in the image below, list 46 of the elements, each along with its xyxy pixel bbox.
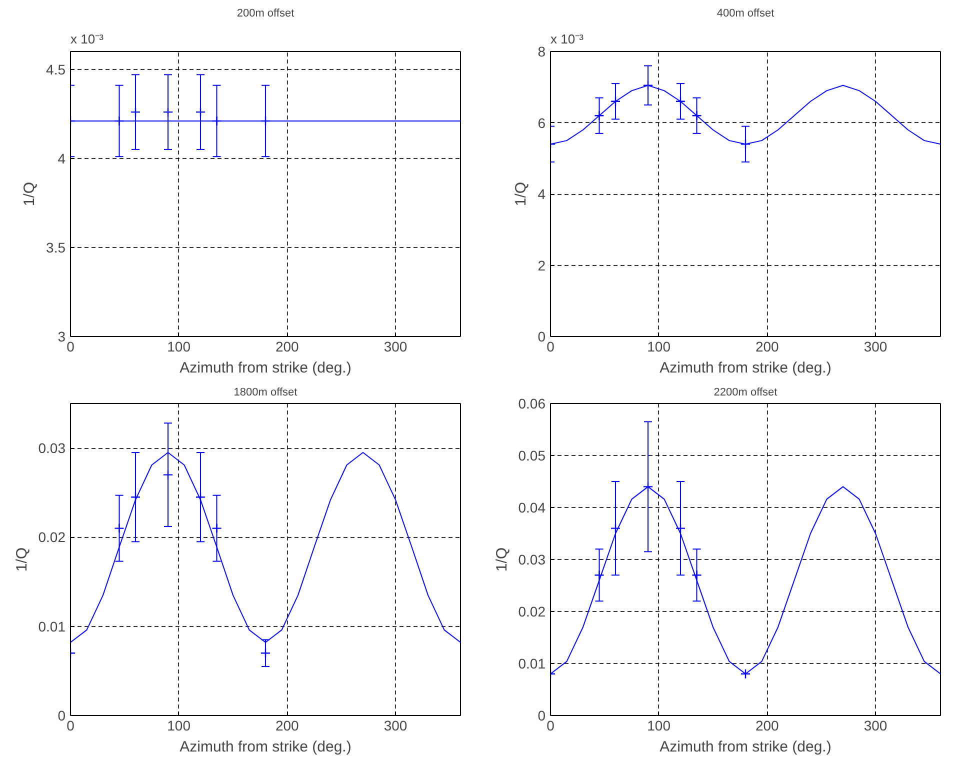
- y-axis-title: 1/Q: [512, 182, 530, 206]
- x-tick-label: 200: [755, 718, 780, 734]
- x-tick-label: 200: [275, 718, 300, 734]
- y-tick-label: 0.01: [38, 618, 66, 634]
- y-tick-label: 3: [58, 328, 66, 344]
- y-tick-label: 0.02: [38, 529, 66, 546]
- x-tick-label: 300: [864, 718, 888, 734]
- chart-title: 200m offset: [236, 8, 294, 20]
- y-tick-label: 3.5: [46, 239, 66, 256]
- y-tick-label: 0.04: [518, 500, 546, 516]
- x-tick-label: 300: [384, 718, 408, 734]
- y-tick-label: 0: [538, 328, 546, 344]
- y-tick-label: 0.03: [518, 552, 546, 568]
- x-axis-title: Azimuth from strike (deg.): [660, 738, 832, 756]
- y-tick-label: 4.5: [46, 61, 66, 78]
- text: x 10⁻³: [70, 32, 104, 46]
- x-axis-title: Azimuth from strike (deg.): [660, 360, 832, 376]
- chart-title: 2200m offset: [714, 386, 778, 398]
- y-axis-title: 1/Q: [493, 547, 510, 572]
- x-tick-label: 300: [864, 338, 888, 354]
- y-tick-label: 0: [538, 708, 546, 724]
- x-tick-label: 100: [167, 718, 191, 734]
- y-tick-label: 2: [538, 257, 546, 274]
- y-tick-label: 6: [538, 114, 546, 131]
- x-tick-label: 300: [384, 338, 408, 354]
- text: x 10⁻³: [550, 32, 584, 46]
- x-tick-label: 100: [167, 338, 191, 354]
- x-tick-label: 200: [755, 338, 780, 354]
- x-tick-label: 100: [647, 338, 671, 354]
- y-tick-label: 0.05: [518, 448, 546, 464]
- y-axis-title: 1/Q: [21, 182, 38, 206]
- y-tick-label: 8: [538, 44, 546, 60]
- y-tick-label: 0.01: [518, 656, 546, 672]
- y-tick-label: 0.02: [518, 604, 546, 620]
- chart-title: 1800m offset: [234, 386, 298, 398]
- y-axis-title: 1/Q: [13, 547, 30, 572]
- y-tick-label: 0.03: [38, 440, 66, 456]
- x-tick-label: 200: [275, 338, 300, 354]
- y-tick-label: 0.06: [518, 396, 546, 412]
- chart-title: 400m offset: [716, 8, 774, 20]
- y-tick-label: 4: [538, 186, 546, 202]
- x-axis-title: Azimuth from strike (deg.): [180, 738, 352, 756]
- y-tick-label: 4: [58, 150, 66, 166]
- x-axis-title: Azimuth from strike (deg.): [180, 360, 352, 376]
- y-tick-label: 0: [58, 708, 66, 724]
- x-tick-label: 100: [647, 718, 671, 734]
